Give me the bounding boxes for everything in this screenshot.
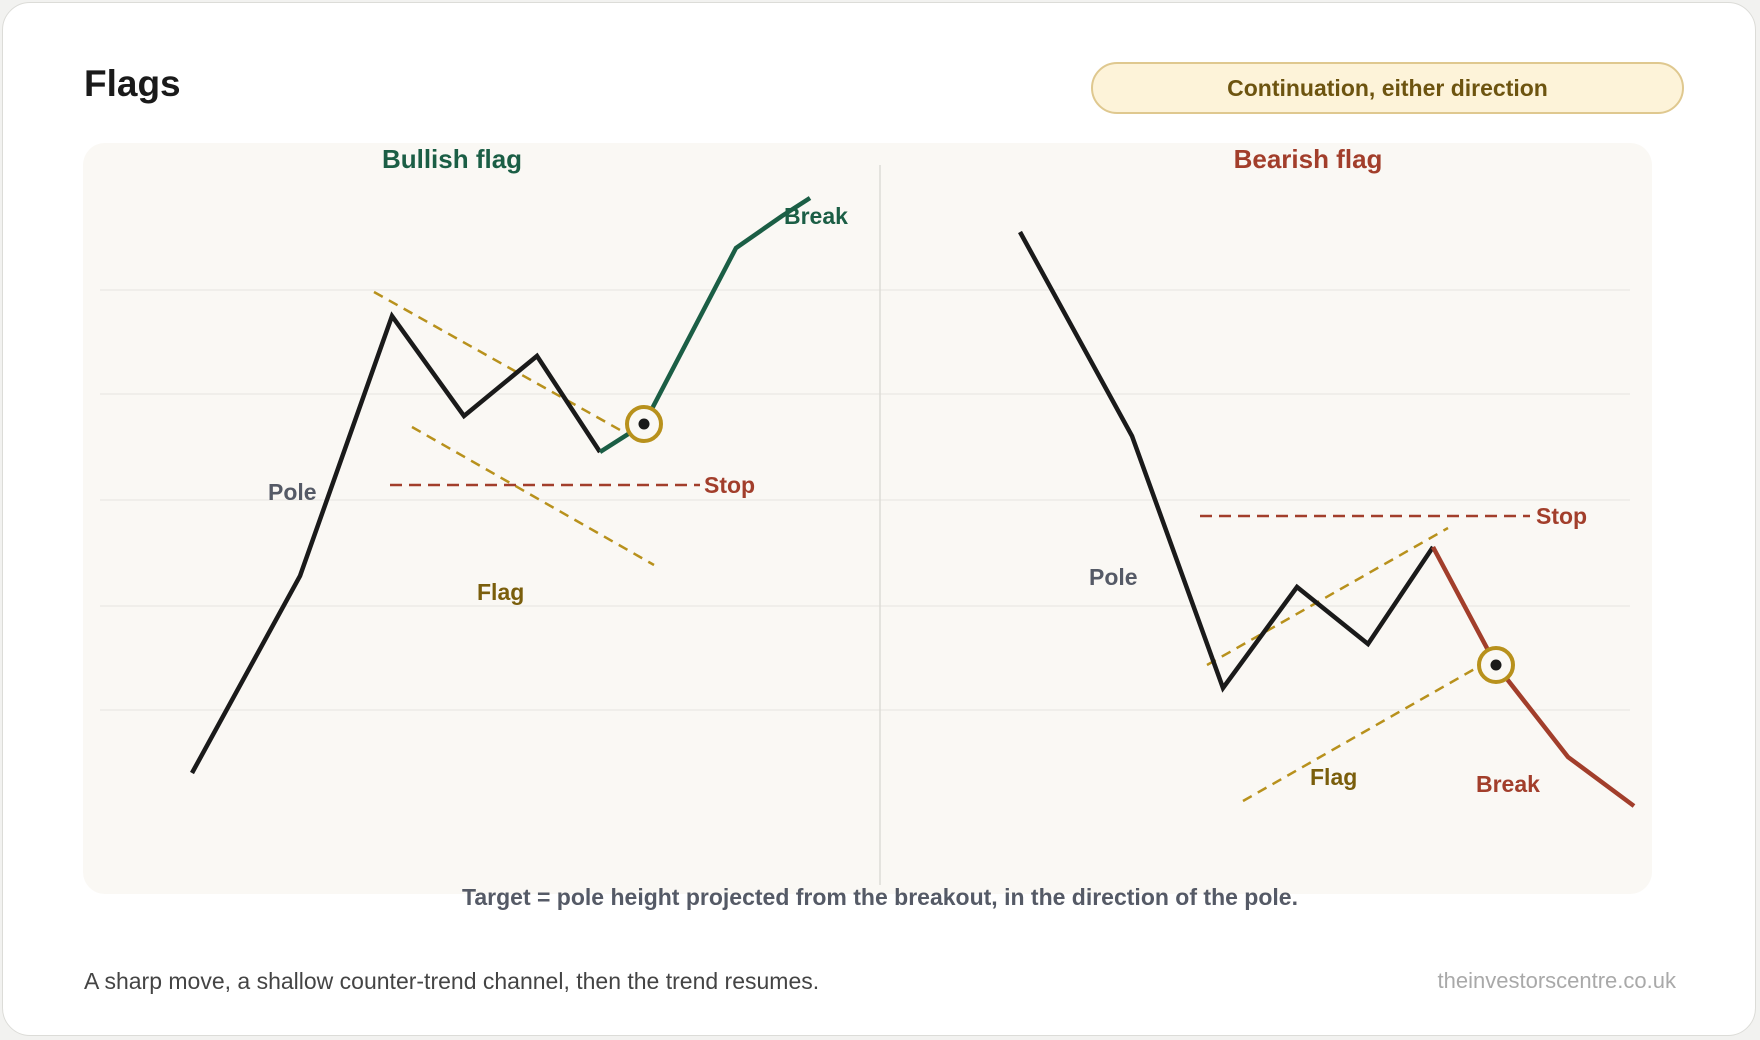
- bullish-flag-label: Flag: [477, 579, 524, 605]
- bearish-price-path: [1018, 230, 1435, 693]
- bullish-channel-lower: [411, 425, 655, 567]
- bearish-channel-upper: [1206, 526, 1449, 667]
- bullish-channel-upper: [373, 290, 621, 432]
- bullish-flag-diagram: Bullish flag Pole Flag Stop Break: [190, 144, 848, 775]
- bearish-flag-diagram: Bearish flag Pole Flag Stop Break: [1018, 144, 1636, 808]
- bearish-break-label: Break: [1476, 771, 1540, 797]
- grid-lines: [100, 289, 1630, 711]
- bearish-stop-label: Stop: [1536, 503, 1587, 529]
- bearish-breakout-path: [1431, 545, 1636, 808]
- pattern-type-badge: Continuation, either direction: [1091, 62, 1684, 114]
- bullish-title: Bullish flag: [382, 144, 522, 174]
- bullish-stop-label: Stop: [704, 472, 755, 498]
- bullish-break-label: Break: [784, 203, 848, 229]
- bearish-title: Bearish flag: [1234, 144, 1383, 174]
- diagram-panel: [83, 143, 1652, 894]
- target-caption: Target = pole height projected from the …: [462, 884, 1298, 910]
- bullish-price-path: [190, 311, 602, 775]
- page-title: Flags: [84, 63, 181, 104]
- bearish-channel-lower: [1242, 665, 1479, 803]
- footer-note: A sharp move, a shallow counter-trend ch…: [84, 968, 820, 994]
- bullish-breakout-dot: [638, 418, 650, 430]
- bearish-breakout-dot: [1490, 659, 1502, 671]
- bearish-flag-label: Flag: [1310, 764, 1357, 790]
- bearish-pole-label: Pole: [1089, 564, 1138, 590]
- footer-source: theinvestorscentre.co.uk: [1437, 968, 1676, 993]
- bullish-pole-label: Pole: [268, 479, 317, 505]
